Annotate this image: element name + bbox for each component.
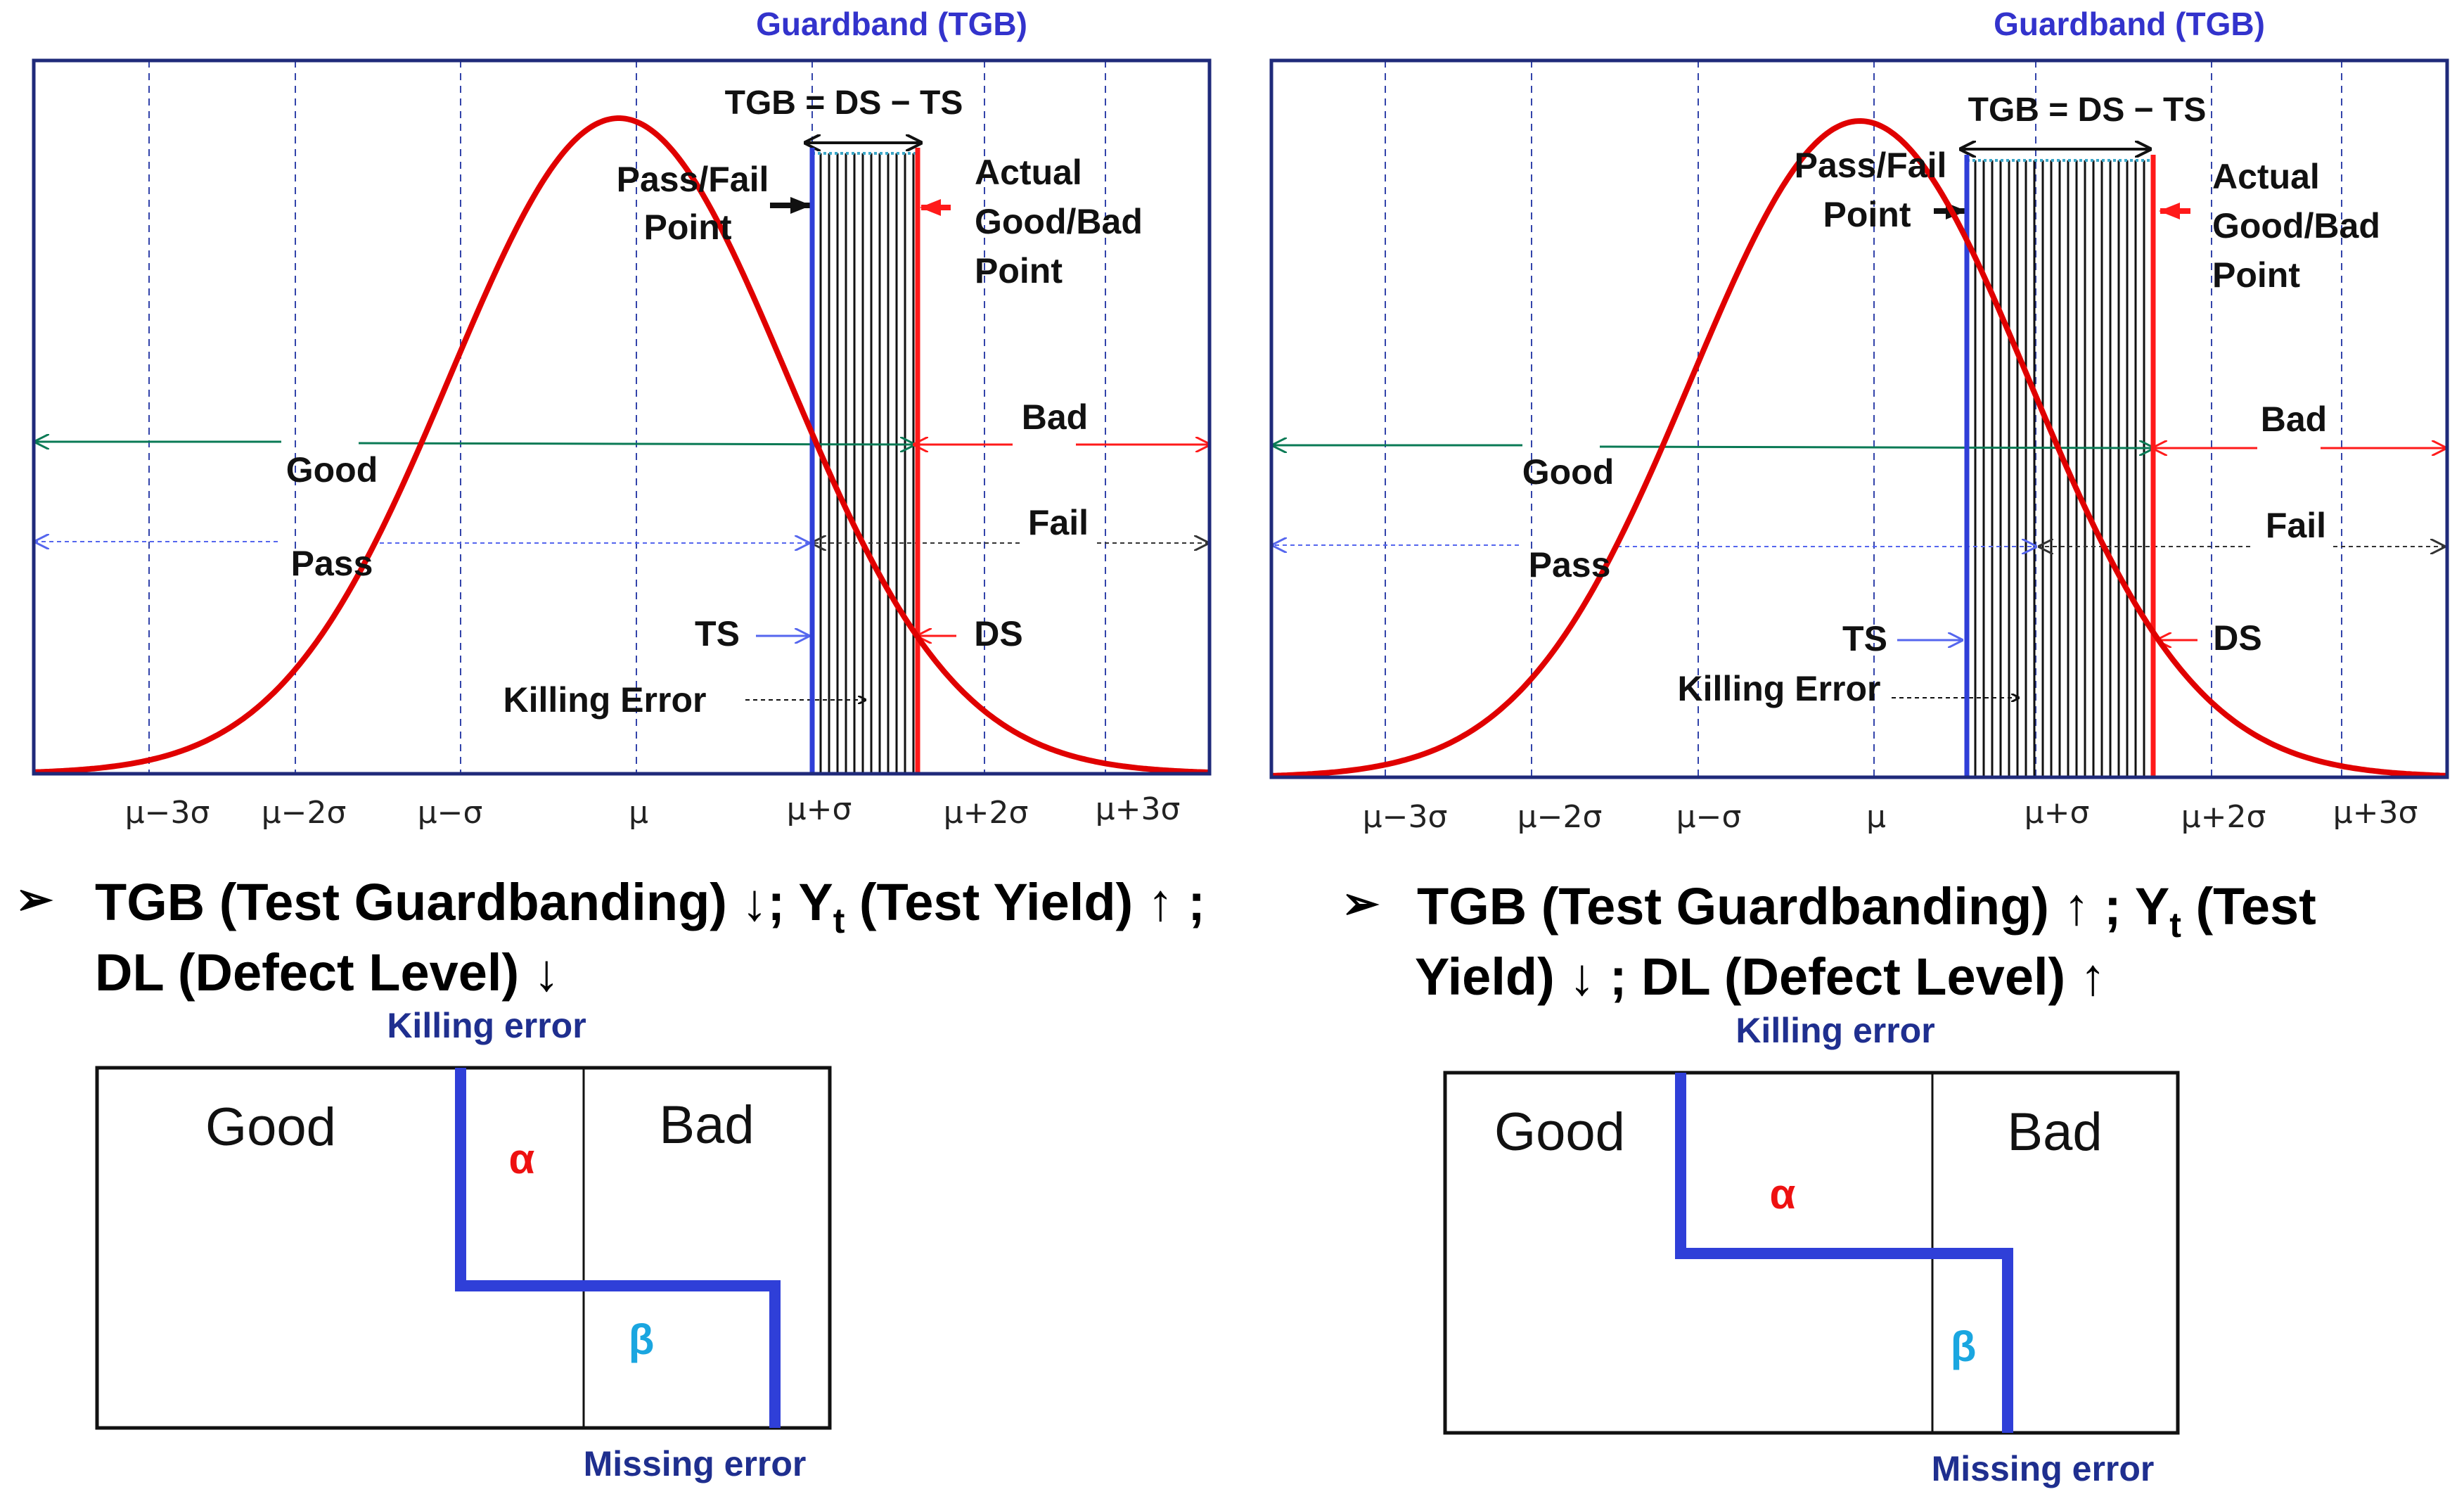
left-equation: TGB = DS − TS xyxy=(725,84,963,122)
right-matrix-bad: Bad xyxy=(2007,1102,2102,1162)
right-missing-error-title: Missing error xyxy=(1932,1449,2155,1488)
left-bullet-sub: t xyxy=(833,901,845,940)
right-gridlines xyxy=(1385,60,2342,777)
left-error-matrix: Killing error Good Bad α β Missing error xyxy=(95,1006,832,1483)
right-good-label: Good xyxy=(1522,452,1615,492)
right-fail-label: Fail xyxy=(2266,506,2326,545)
left-killing-error-title: Killing error xyxy=(387,1006,586,1045)
right-matrix-beta: β xyxy=(1951,1323,1977,1370)
right-tick-m1: μ−σ xyxy=(1676,799,1742,835)
left-good-label: Good xyxy=(286,450,378,490)
right-tick-m3: μ−3σ xyxy=(1363,799,1448,835)
left-bullet-line1-a: TGB (Test Guardbanding) ↓; Y xyxy=(95,873,833,931)
left-actual-line1: Actual xyxy=(975,153,1082,192)
right-tick-mu: μ xyxy=(1866,799,1886,835)
right-error-matrix: Killing error Good Bad α β Missing error xyxy=(1443,1011,2180,1488)
left-pass-label: Pass xyxy=(291,544,373,583)
right-tick-p1: μ+σ xyxy=(2025,795,2090,831)
left-tick-mu: μ xyxy=(629,795,648,831)
left-bullet-symbol: ➢ xyxy=(15,874,53,924)
right-bad-label: Bad xyxy=(2261,400,2327,439)
left-error-path xyxy=(455,1068,781,1428)
right-matrix-alpha: α xyxy=(1770,1170,1796,1218)
right-good-arrow-b xyxy=(1599,447,2153,448)
left-guardband-hatch xyxy=(812,152,918,774)
left-actual-line2: Good/Bad xyxy=(975,202,1143,241)
right-bullet-line1-b: (Test xyxy=(2181,877,2316,936)
left-killing-error-label: Killing Error xyxy=(503,680,707,720)
left-ds-label: DS xyxy=(974,614,1022,653)
right-bullet-line1: TGB (Test Guardbanding) ↑ ; Yt (Test xyxy=(1417,877,2316,945)
right-matrix-good: Good xyxy=(1494,1102,1625,1162)
left-tick-m1: μ−σ xyxy=(418,795,483,831)
right-killing-error-label: Killing Error xyxy=(1678,669,1881,708)
left-guardband-title: Guardband (TGB) xyxy=(756,6,1027,42)
left-bullet-line2: DL (Defect Level) ↓ xyxy=(95,943,560,1002)
left-tick-p1: μ+σ xyxy=(787,791,852,827)
left-missing-error-title: Missing error xyxy=(584,1444,807,1483)
left-frame xyxy=(32,58,1212,776)
right-bullet-symbol: ➢ xyxy=(1342,878,1380,929)
left-matrix-beta: β xyxy=(629,1316,655,1363)
right-bullet-line1-a: TGB (Test Guardbanding) ↑ ; Y xyxy=(1417,877,2169,936)
left-matrix-good: Good xyxy=(205,1097,336,1157)
right-bell-curve xyxy=(1272,117,2446,779)
right-actual-line1: Actual xyxy=(2212,157,2320,196)
right-tick-labels: μ−3σ μ−2σ μ−σ μ μ+σ μ+2σ μ+3σ xyxy=(1363,795,2418,835)
left-bullet-line1: TGB (Test Guardbanding) ↓; Yt (Test Yiel… xyxy=(95,873,1205,940)
right-ds-label: DS xyxy=(2213,618,2261,658)
right-equation: TGB = DS − TS xyxy=(1968,91,2207,129)
right-tick-p2: μ+2σ xyxy=(2181,799,2266,835)
right-bullet-sub: t xyxy=(2169,905,2181,945)
left-matrix-alpha: α xyxy=(509,1135,535,1182)
right-guardband-title: Guardband (TGB) xyxy=(1994,6,2265,42)
right-bullet-line2: Yield) ↓ ; DL (Defect Level) ↑ xyxy=(1415,947,2106,1006)
left-ts-label: TS xyxy=(695,614,740,653)
left-bell-curve xyxy=(34,115,1209,775)
left-matrix-bad: Bad xyxy=(659,1095,754,1155)
right-pass-label: Pass xyxy=(1529,545,1611,585)
left-tick-labels: μ−3σ μ−2σ μ−σ μ μ+σ μ+2σ μ+3σ xyxy=(125,791,1181,831)
left-fail-label: Fail xyxy=(1028,503,1089,542)
left-actual-line3: Point xyxy=(975,251,1063,291)
right-actual-line3: Point xyxy=(2212,255,2300,295)
right-error-path xyxy=(1675,1073,2013,1433)
left-tick-m3: μ−3σ xyxy=(125,795,210,831)
right-panel: Guardband (TGB) TGB = DS − TS Pass/Fail … xyxy=(1269,6,2449,1488)
right-matrix-frame xyxy=(1443,1071,2180,1435)
left-good-arrow-b xyxy=(358,443,914,445)
left-panel: Guardband (TGB) TGB = DS − TS Pass/Fail … xyxy=(15,6,1212,1483)
right-killing-error-title: Killing error xyxy=(1735,1011,1934,1050)
right-frame xyxy=(1269,58,2449,779)
right-guardband-hatch xyxy=(1967,159,2154,777)
right-tick-p3: μ+3σ xyxy=(2333,795,2418,831)
right-ts-label: TS xyxy=(1842,619,1887,658)
left-tick-p2: μ+2σ xyxy=(944,795,1029,831)
right-passfail-line1: Pass/Fail xyxy=(1795,146,1947,185)
left-bad-label: Bad xyxy=(1022,397,1088,437)
left-passfail-line1: Pass/Fail xyxy=(617,160,769,199)
left-passfail-line2: Point xyxy=(644,208,732,247)
right-passfail-line2: Point xyxy=(1823,195,1911,234)
left-tick-m2: μ−2σ xyxy=(262,795,347,831)
left-bullet-line1-b: (Test Yield) ↑ ; xyxy=(845,873,1205,931)
right-tick-m2: μ−2σ xyxy=(1517,799,1603,835)
left-tick-p3: μ+3σ xyxy=(1096,791,1181,827)
right-actual-line2: Good/Bad xyxy=(2212,206,2380,245)
